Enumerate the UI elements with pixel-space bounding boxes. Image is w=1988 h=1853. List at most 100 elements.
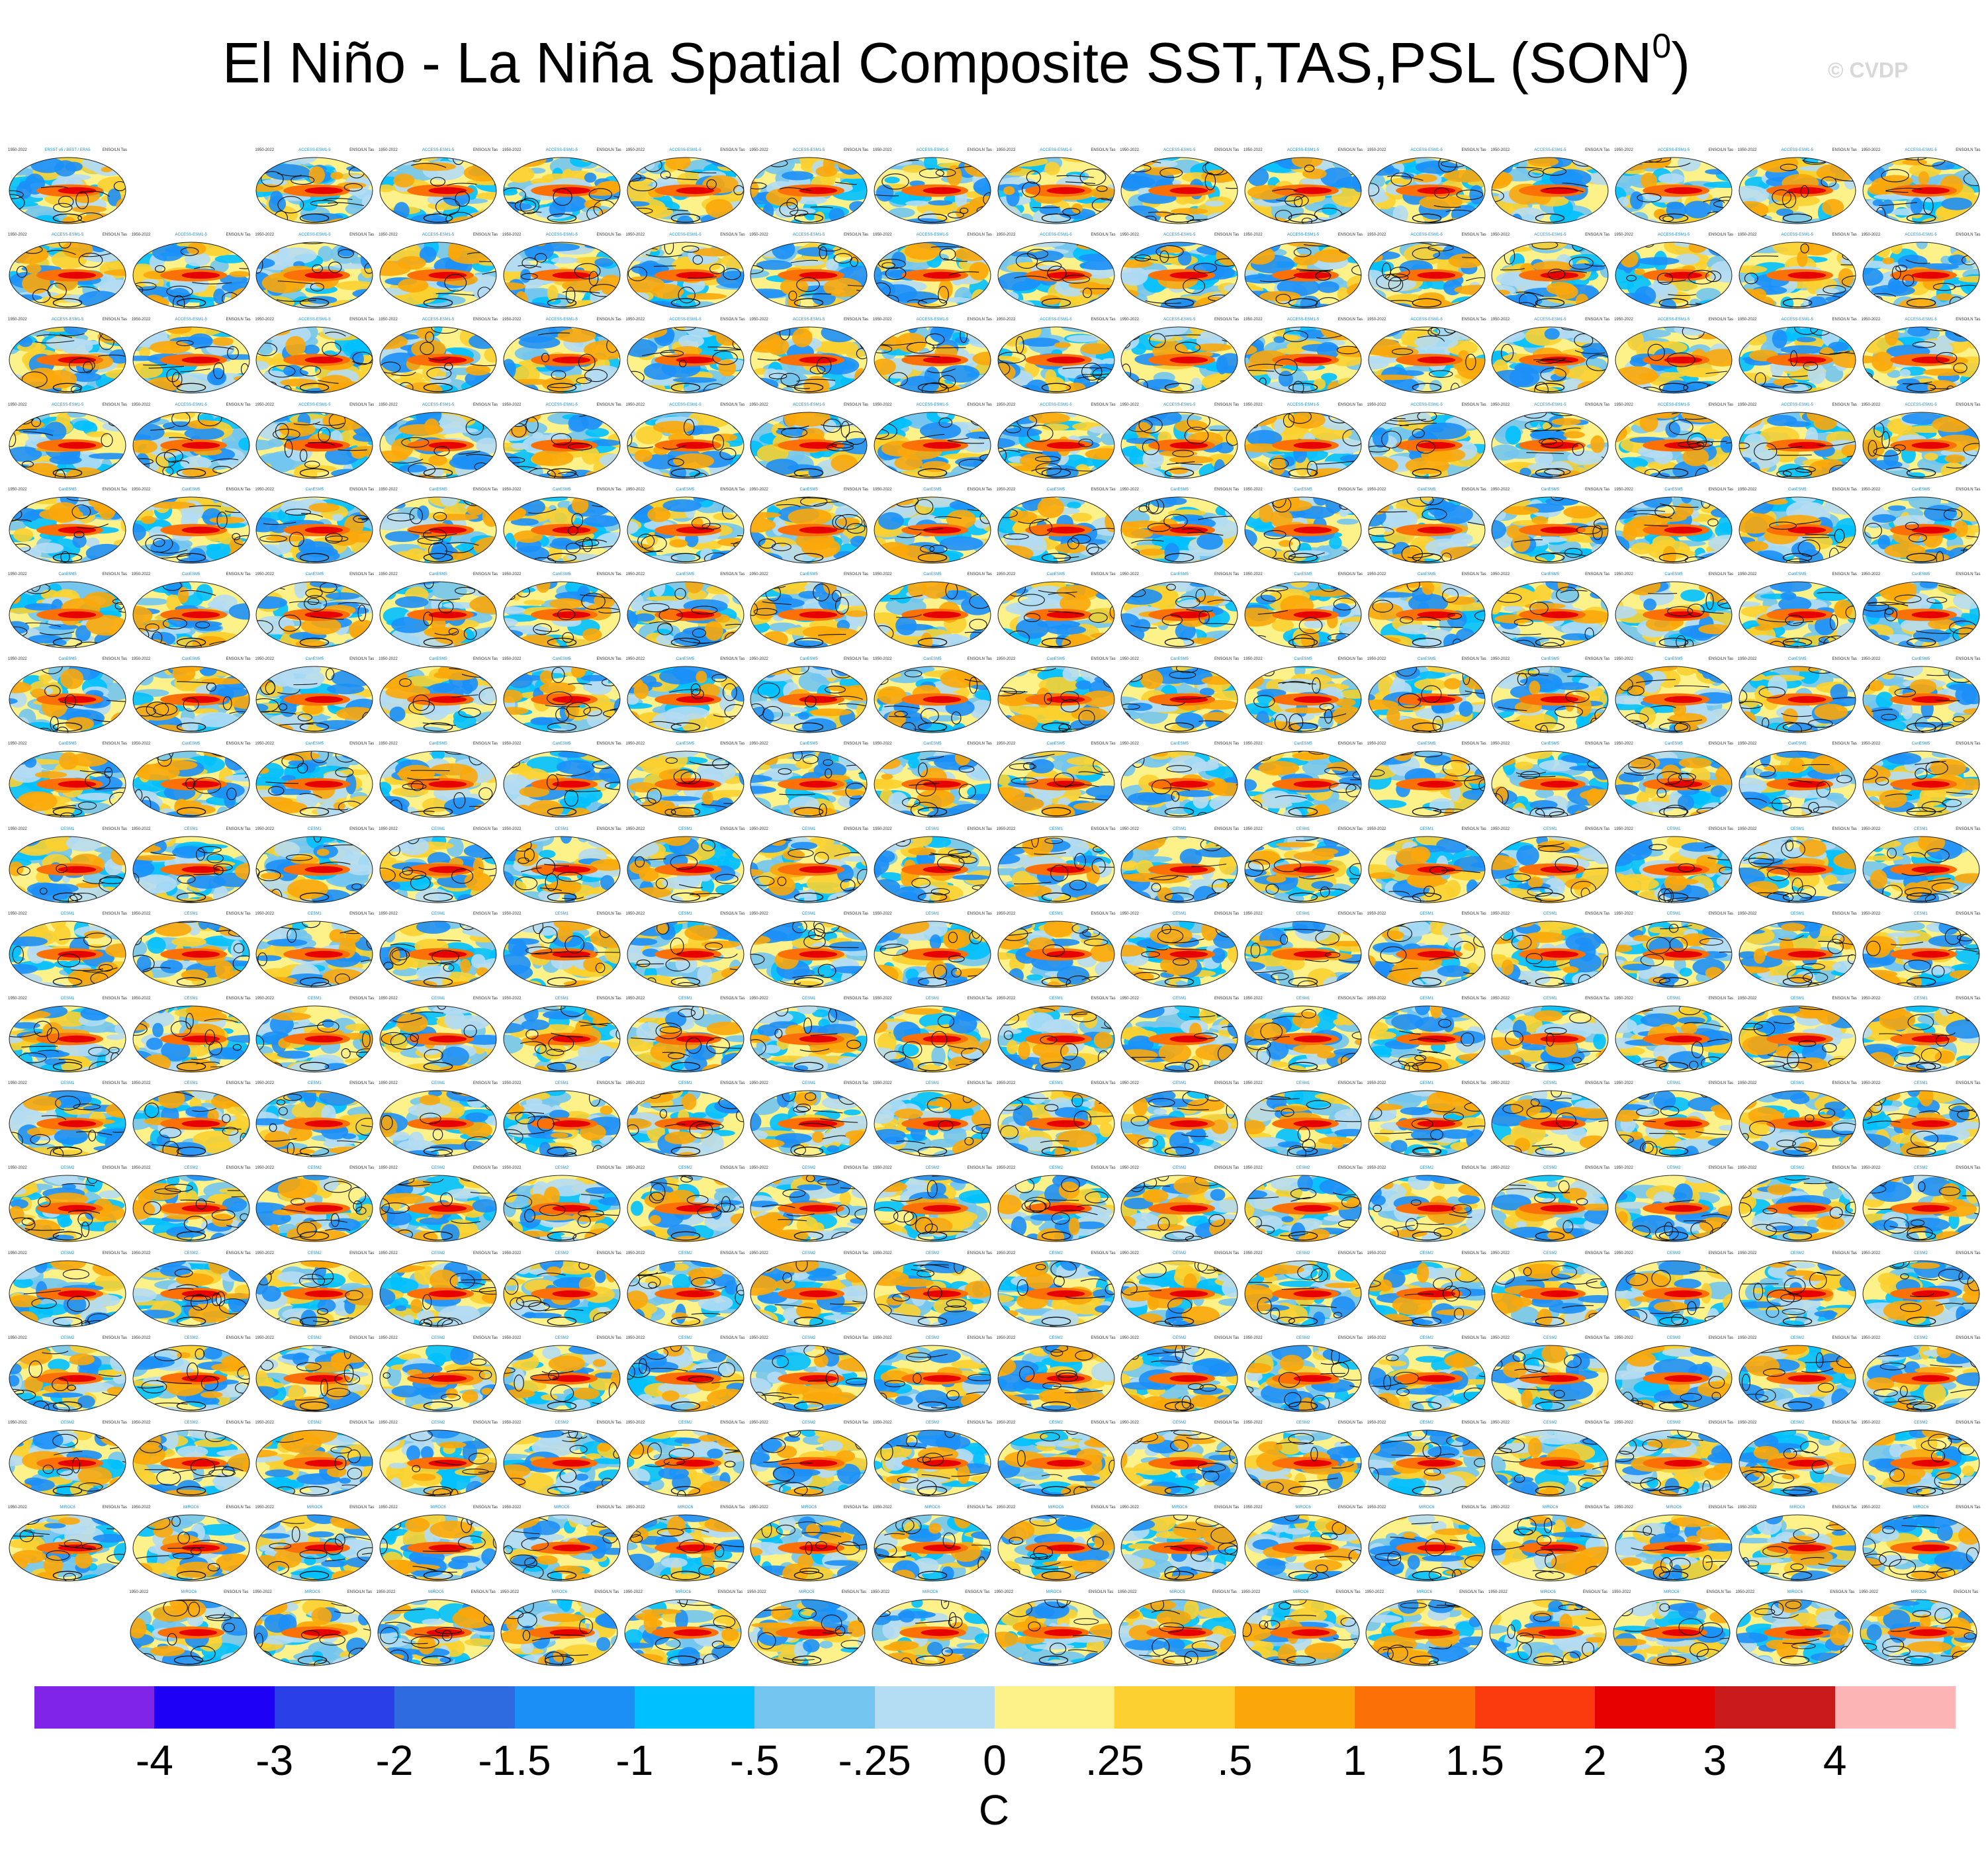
enso-core <box>552 357 590 364</box>
anomaly-patch <box>627 198 666 216</box>
psl-contour <box>1970 408 1988 412</box>
anomaly-patch <box>1350 293 1361 309</box>
anomaly-patch <box>1830 212 1856 224</box>
anomaly-patch <box>762 203 774 220</box>
anomaly-patch <box>599 453 620 467</box>
composite-panel: 1950-2022 ACCESS-ESM1-5 ENSO/LN Tas <box>1862 403 1981 481</box>
anomaly-patch <box>970 412 991 420</box>
anomaly-patch <box>1547 282 1576 295</box>
composite-panel: 1950-2022 ACCESS-ESM1-5 ENSO/LN Tas <box>1614 148 1733 226</box>
enso-core <box>799 187 838 195</box>
anomaly-patch <box>854 368 868 390</box>
anomaly-patch <box>576 210 617 223</box>
anomaly-patch <box>608 383 620 394</box>
anomaly-patch <box>1739 334 1750 350</box>
psl-contour <box>1076 243 1103 246</box>
composite-map <box>1615 412 1733 479</box>
anomaly-patch <box>227 496 249 504</box>
anomaly-patch <box>731 415 744 431</box>
composite-panel: 1950-2022 ACCESS-ESM1-5 ENSO/LN Tas <box>626 148 745 226</box>
panel-period: 1950-2022 <box>255 148 294 153</box>
psl-contour <box>344 183 363 192</box>
anomaly-patch <box>1948 254 1966 266</box>
composite-panel: 1950-2022 ACCESS-ESM1-5 ENSO/LN Tas <box>873 148 992 226</box>
anomaly-patch <box>1808 460 1831 478</box>
enso-core <box>1911 357 1950 364</box>
anomaly-patch <box>954 246 991 261</box>
anomaly-patch <box>1577 381 1605 394</box>
anomaly-patch <box>686 293 727 300</box>
anomaly-patch <box>1003 186 1015 195</box>
anomaly-patch <box>531 451 553 465</box>
anomaly-patch <box>1443 218 1470 224</box>
anomaly-patch <box>25 263 42 274</box>
panel-variable-label: ENSO/LN Tas <box>582 403 621 408</box>
composite-panel: 1950-2022 ACCESS-ESM1-5 ENSO/LN Tas <box>997 318 1116 396</box>
composite-map <box>1862 242 1979 309</box>
composite-map <box>503 157 621 224</box>
anomaly-patch <box>132 355 159 361</box>
psl-contour <box>1121 329 1140 341</box>
anomaly-patch <box>1695 297 1733 309</box>
panel-variable-label: ENSO/LN Tas <box>87 233 127 238</box>
anomaly-patch <box>731 159 743 170</box>
anomaly-patch <box>1011 465 1045 471</box>
panel-title: ACCESS-ESM1-5 <box>893 148 972 153</box>
composite-map <box>874 412 991 479</box>
panel-variable-label: ENSO/LN Tas <box>582 233 621 238</box>
anomaly-patch <box>1322 203 1337 216</box>
anomaly-patch <box>399 464 428 473</box>
anomaly-patch <box>600 467 617 478</box>
composite-panel: 1950-2022 ACCESS-ESM1-5 ENSO/LN Tas <box>255 403 374 481</box>
anomaly-patch <box>285 336 306 357</box>
composite-panel: 1950-2022 ACCESS-ESM1-5 ENSO/LN Tas <box>997 403 1116 481</box>
map-outline <box>503 157 621 224</box>
composite-map <box>503 242 621 309</box>
enso-core <box>304 271 343 279</box>
anomaly-patch <box>1918 171 1929 186</box>
anomaly-patch <box>1869 217 1884 224</box>
anomaly-patch <box>256 361 269 371</box>
anomaly-patch <box>1922 369 1966 377</box>
panel-title: ACCESS-ESM1-5 <box>275 148 354 153</box>
anomaly-patch <box>73 420 95 431</box>
anomaly-patch <box>465 365 491 376</box>
composite-panel: 1950-2022 ACCESS-ESM1-5 ENSO/LN Tas <box>255 233 374 311</box>
anomaly-patch <box>629 292 649 302</box>
anomaly-patch <box>1041 423 1069 431</box>
anomaly-patch <box>847 298 864 309</box>
anomaly-patch <box>997 214 1005 224</box>
composite-map <box>1368 157 1486 224</box>
psl-contour <box>487 158 497 160</box>
anomaly-patch <box>1827 327 1838 330</box>
anomaly-patch <box>1278 371 1294 387</box>
psl-contour <box>588 188 612 201</box>
composite-map <box>1244 326 1362 394</box>
anomaly-patch <box>1066 335 1099 343</box>
anomaly-patch <box>503 295 520 309</box>
composite-panel: 1950-2022 ERSST v5 / BEST / ERA5 ENSO/LN T… <box>8 148 127 226</box>
anomaly-patch <box>1368 269 1386 289</box>
anomaly-patch <box>1739 265 1768 274</box>
anomaly-patch <box>627 412 662 416</box>
anomaly-patch <box>723 385 744 394</box>
anomaly-patch <box>905 201 930 206</box>
psl-contour <box>779 202 799 217</box>
composite-panel: 1950-2022 ACCESS-ESM1-5 ENSO/LN Tas <box>1490 403 1609 481</box>
enso-core <box>552 187 590 195</box>
anomaly-patch <box>1044 161 1060 175</box>
anomaly-patch <box>997 218 1008 224</box>
anomaly-patch <box>1368 412 1398 430</box>
anomaly-patch <box>476 192 497 200</box>
anomaly-patch <box>1739 415 1760 422</box>
anomaly-patch <box>25 557 54 563</box>
composite-map <box>255 412 373 479</box>
composite-map <box>627 157 744 224</box>
anomaly-patch <box>18 336 33 347</box>
anomaly-patch <box>85 543 126 563</box>
anomaly-patch <box>380 184 394 193</box>
composite-panel: 1950-2022 ACCESS-ESM1-5 ENSO/LN Tas <box>749 148 868 226</box>
panel-variable-label: ENSO/LN Tas <box>1199 318 1239 322</box>
anomaly-patch <box>1492 171 1514 186</box>
composite-panel: 1950-2022 ACCESS-ESM1-5 ENSO/LN Tas <box>749 403 868 481</box>
